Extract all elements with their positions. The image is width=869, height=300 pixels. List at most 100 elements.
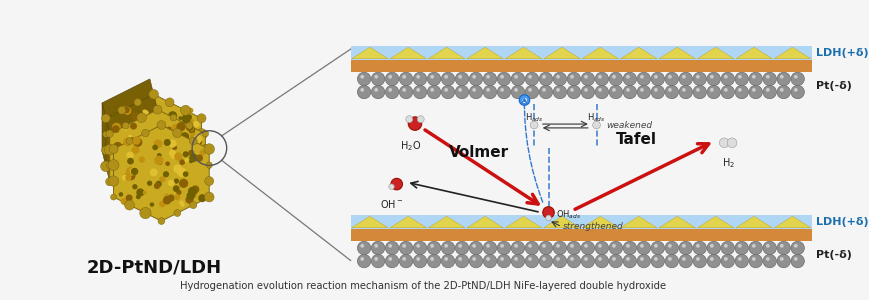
Circle shape: [102, 146, 110, 154]
Circle shape: [723, 257, 726, 261]
Circle shape: [163, 171, 169, 177]
Circle shape: [181, 147, 187, 152]
Circle shape: [626, 88, 629, 92]
Circle shape: [149, 89, 158, 99]
Circle shape: [131, 188, 136, 192]
Circle shape: [167, 194, 175, 202]
Circle shape: [779, 75, 783, 79]
Circle shape: [112, 123, 121, 132]
Circle shape: [640, 75, 643, 79]
Circle shape: [154, 143, 160, 150]
Polygon shape: [389, 216, 426, 228]
Circle shape: [123, 171, 129, 178]
Circle shape: [182, 151, 189, 157]
Circle shape: [153, 156, 161, 163]
Circle shape: [569, 88, 574, 92]
Circle shape: [112, 125, 119, 133]
Text: H$_{ads}$: H$_{ads}$: [524, 112, 543, 124]
Circle shape: [737, 257, 741, 261]
Circle shape: [162, 127, 169, 134]
Polygon shape: [428, 216, 464, 228]
Circle shape: [776, 254, 790, 268]
Circle shape: [159, 201, 165, 207]
Circle shape: [357, 72, 370, 86]
Circle shape: [497, 85, 510, 99]
Circle shape: [594, 72, 608, 86]
Circle shape: [734, 72, 747, 86]
Circle shape: [132, 136, 141, 145]
Circle shape: [500, 75, 503, 79]
Circle shape: [122, 122, 129, 129]
Circle shape: [693, 72, 706, 86]
Circle shape: [511, 85, 524, 99]
Circle shape: [135, 159, 141, 166]
Circle shape: [184, 142, 192, 150]
Circle shape: [497, 254, 510, 268]
Circle shape: [104, 144, 115, 155]
Circle shape: [555, 244, 560, 248]
Circle shape: [129, 155, 138, 164]
Circle shape: [138, 172, 143, 176]
Circle shape: [555, 75, 560, 79]
Circle shape: [177, 163, 184, 170]
Text: Tafel: Tafel: [614, 132, 656, 147]
Text: e: e: [521, 96, 527, 105]
Circle shape: [413, 72, 427, 86]
Circle shape: [173, 128, 182, 138]
Circle shape: [116, 156, 123, 163]
Circle shape: [472, 75, 475, 79]
Circle shape: [723, 75, 726, 79]
Circle shape: [182, 155, 190, 163]
Circle shape: [608, 85, 622, 99]
Circle shape: [154, 156, 163, 165]
Circle shape: [159, 144, 164, 148]
Circle shape: [139, 108, 147, 116]
Circle shape: [158, 218, 164, 224]
Circle shape: [441, 85, 454, 99]
Circle shape: [486, 88, 489, 92]
Circle shape: [113, 148, 121, 156]
Circle shape: [109, 171, 116, 178]
Circle shape: [171, 165, 176, 170]
Circle shape: [181, 105, 190, 115]
Circle shape: [139, 185, 145, 192]
Circle shape: [357, 241, 370, 255]
Circle shape: [167, 179, 172, 185]
Circle shape: [482, 72, 496, 86]
Circle shape: [170, 114, 176, 121]
Circle shape: [541, 244, 546, 248]
Circle shape: [128, 165, 136, 174]
Circle shape: [514, 244, 517, 248]
Circle shape: [123, 106, 129, 113]
Circle shape: [144, 183, 150, 189]
Circle shape: [500, 244, 503, 248]
Circle shape: [121, 198, 128, 205]
Circle shape: [174, 152, 182, 161]
Circle shape: [653, 75, 657, 79]
Circle shape: [525, 72, 538, 86]
Circle shape: [203, 144, 215, 154]
Circle shape: [153, 105, 162, 114]
Circle shape: [468, 241, 482, 255]
Circle shape: [165, 161, 169, 166]
Circle shape: [112, 112, 117, 118]
Circle shape: [626, 257, 629, 261]
Circle shape: [374, 88, 378, 92]
Polygon shape: [773, 47, 810, 59]
Circle shape: [527, 88, 531, 92]
Circle shape: [374, 257, 378, 261]
Circle shape: [594, 85, 608, 99]
Circle shape: [189, 127, 195, 134]
Circle shape: [179, 122, 186, 129]
Circle shape: [186, 122, 193, 129]
Circle shape: [206, 162, 212, 168]
Circle shape: [667, 88, 671, 92]
Circle shape: [174, 178, 179, 184]
Circle shape: [468, 254, 482, 268]
Circle shape: [385, 72, 398, 86]
Circle shape: [415, 257, 420, 261]
Text: 2D-PtND/LDH: 2D-PtND/LDH: [86, 258, 221, 276]
Circle shape: [180, 132, 189, 140]
Circle shape: [622, 254, 636, 268]
Circle shape: [178, 127, 186, 134]
